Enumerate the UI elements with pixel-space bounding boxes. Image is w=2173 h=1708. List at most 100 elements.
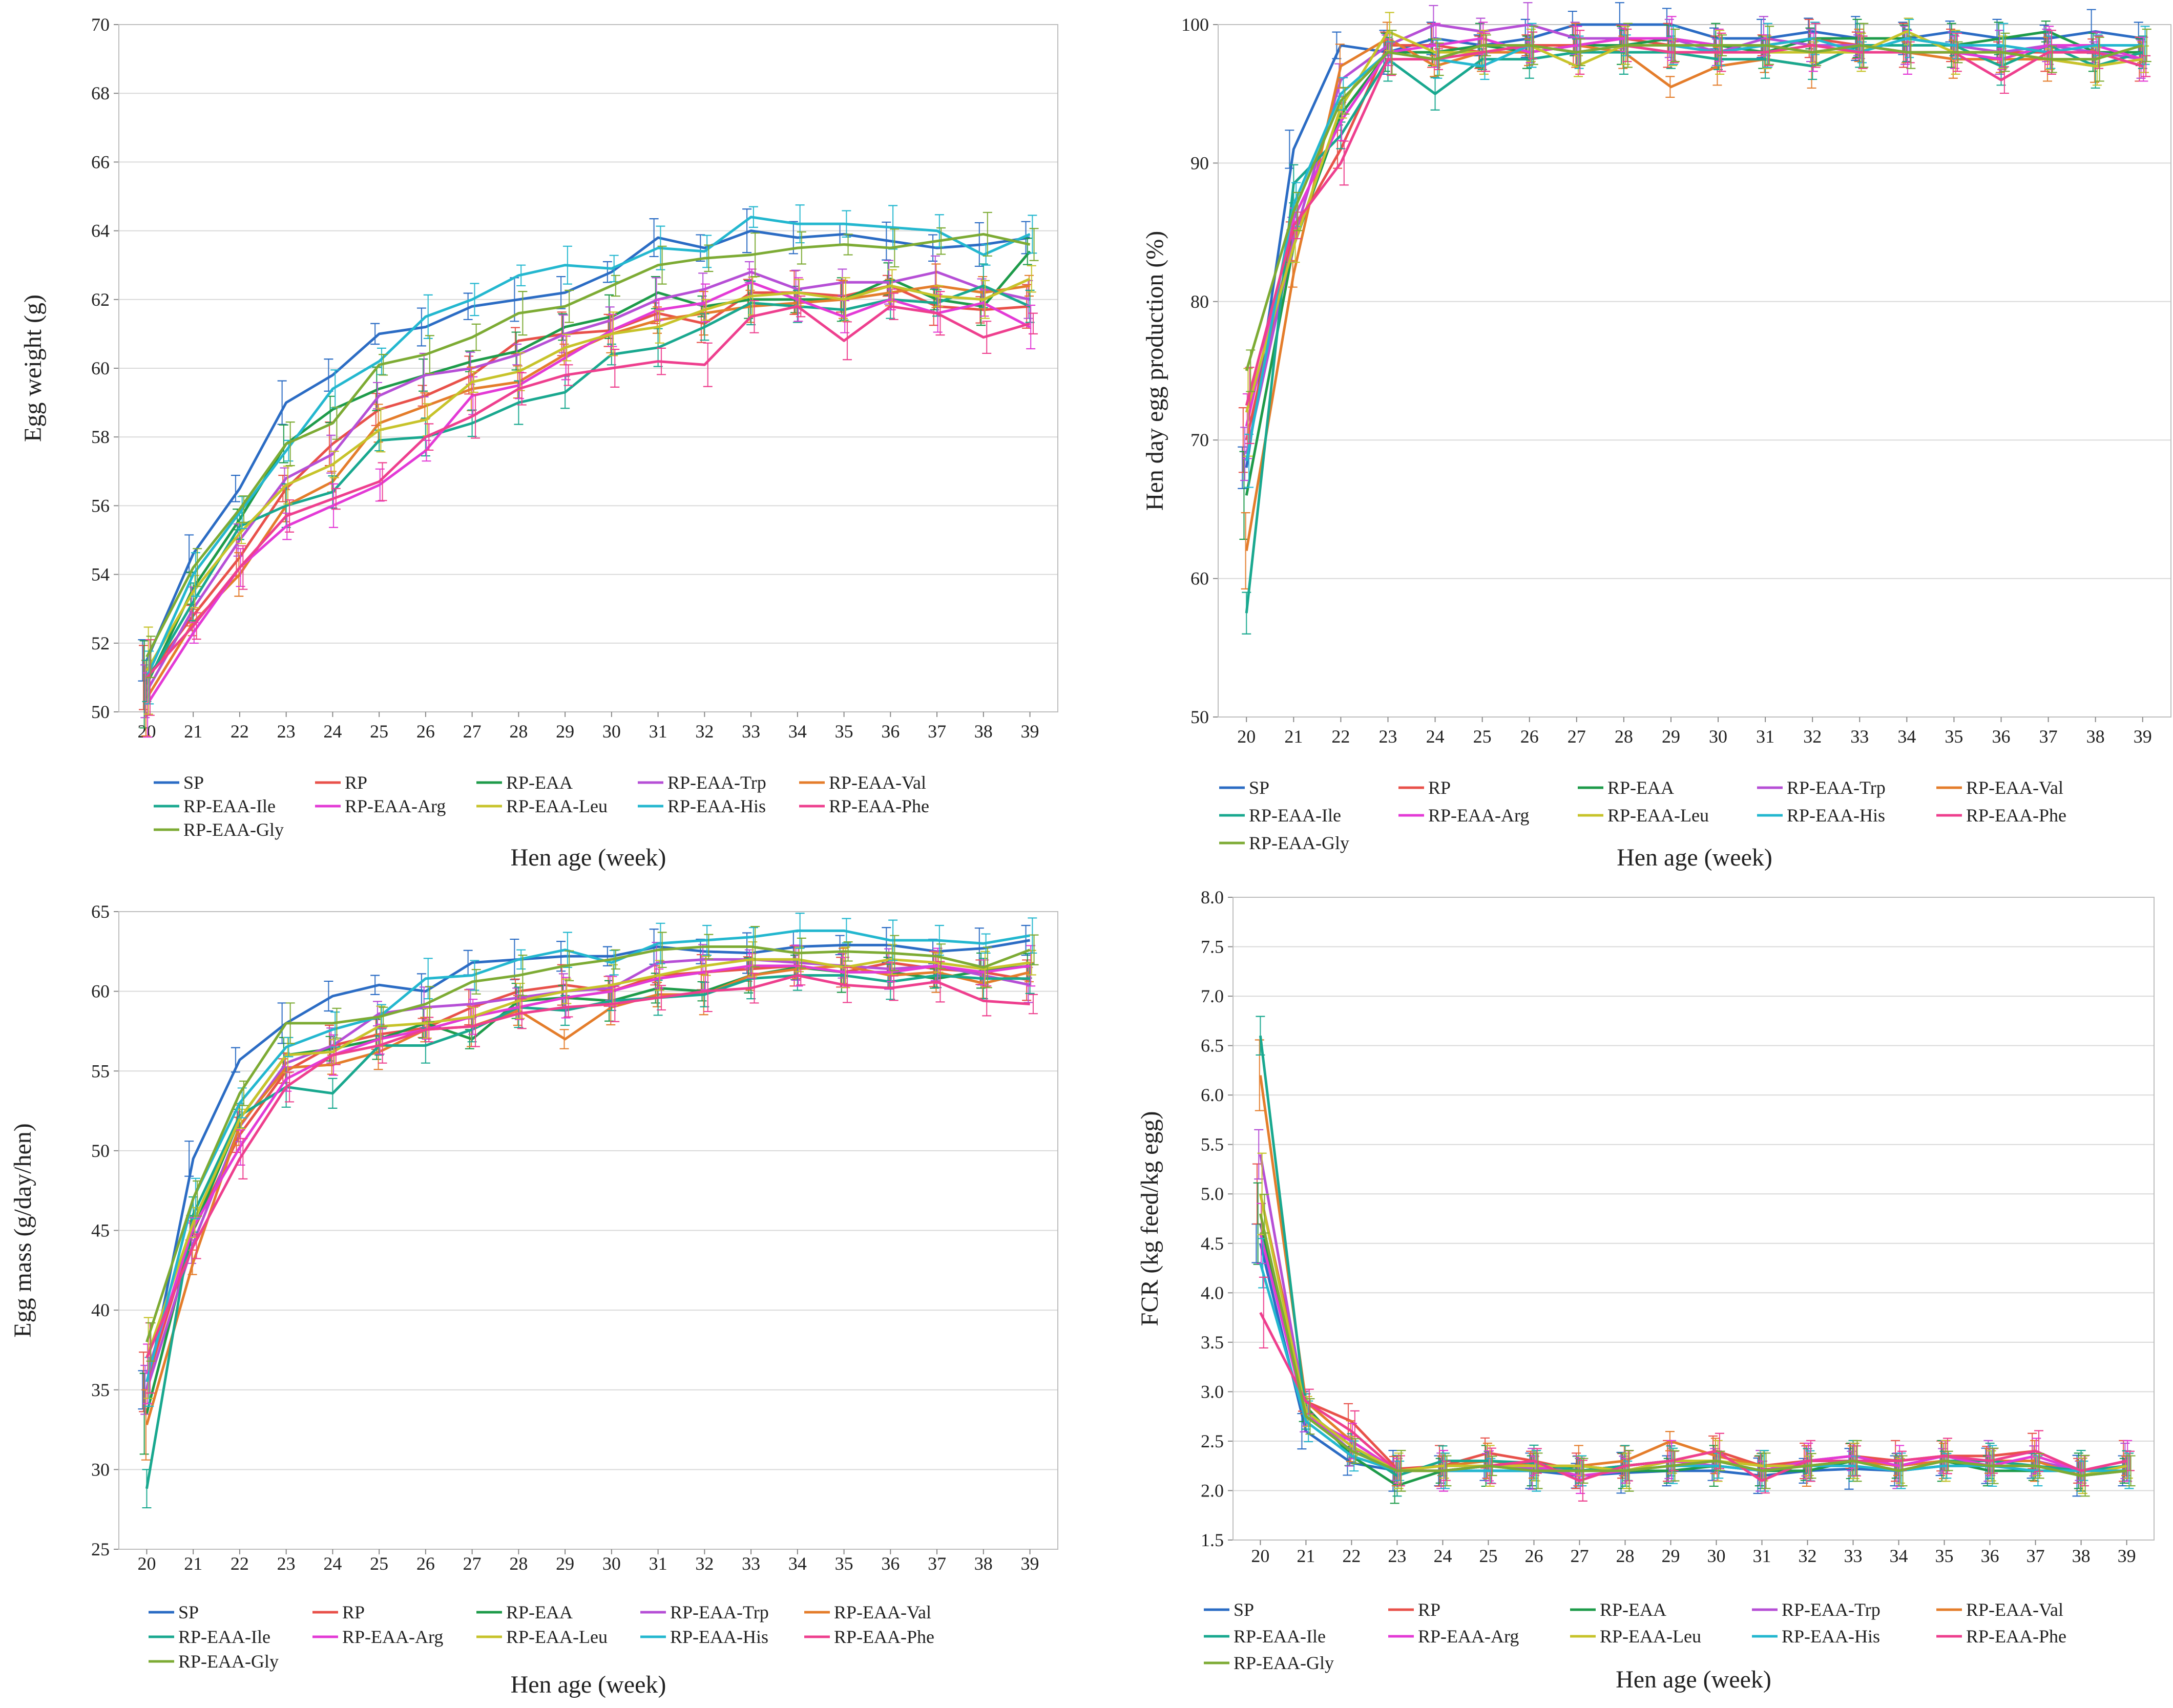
legend-label: RP-EAA-Phe xyxy=(1966,1626,2066,1647)
series-rp-eaa-phe xyxy=(1245,23,2151,445)
series-line xyxy=(1245,44,2143,406)
x-tick-label: 32 xyxy=(1803,726,1822,747)
x-tick-label: 23 xyxy=(1388,1546,1406,1566)
series-rp-eaa-his xyxy=(1244,18,2150,488)
series-line xyxy=(145,281,1031,706)
series-line xyxy=(1259,1154,2127,1472)
series-rp-eaa-his xyxy=(1258,1238,2134,1492)
y-tick-label: 30 xyxy=(91,1459,110,1480)
legend: SP RP RP-EAA RP-EAA-Trp RP-EAA-Val RP-EAA-Ile… xyxy=(1219,777,2066,853)
y-tick-label: 7.0 xyxy=(1201,986,1224,1006)
legend-label: RP-EAA xyxy=(506,772,573,793)
legend-item: RP-EAA-Trp xyxy=(1752,1599,1881,1620)
x-tick-label: 33 xyxy=(742,1553,760,1574)
x-tick-label: 21 xyxy=(1284,726,1303,747)
series-line xyxy=(145,974,1030,1489)
legend-label: RP-EAA-Gly xyxy=(183,819,284,840)
legend-item: RP-EAA-Val xyxy=(1936,1599,2063,1620)
x-tick-label: 39 xyxy=(1021,1553,1039,1574)
x-tick-label: 20 xyxy=(137,721,156,742)
legend-item: RP-EAA-Gly xyxy=(149,1651,279,1672)
y-tick-label: 68 xyxy=(91,83,110,103)
x-tick-label: 37 xyxy=(928,1553,946,1574)
x-tick-label: 38 xyxy=(974,721,993,742)
y-tick-label: 55 xyxy=(91,1061,110,1081)
x-tick-label: 35 xyxy=(835,721,853,742)
legend-item: RP-EAA-Val xyxy=(804,1602,931,1622)
legend-label: RP-EAA-Ile xyxy=(183,796,276,816)
x-tick-label: 22 xyxy=(231,1553,249,1574)
legend-item: RP-EAA-Gly xyxy=(154,819,284,840)
series-rp xyxy=(139,945,1032,1412)
y-tick-label: 5.5 xyxy=(1201,1134,1224,1155)
x-tick-label: 31 xyxy=(649,1553,667,1574)
legend-label: RP-EAA-Gly xyxy=(1234,1653,1334,1673)
legend-label: RP-EAA-Leu xyxy=(506,796,608,816)
legend-item: RP-EAA xyxy=(1570,1599,1666,1620)
y-tick-label: 65 xyxy=(91,901,110,922)
series-line xyxy=(145,974,1030,1359)
series-rp-eaa-gly xyxy=(145,925,1039,1362)
legend-item: RP-EAA-Phe xyxy=(799,796,929,816)
legend-item: RP-EAA-Gly xyxy=(1219,833,1349,853)
y-tick-label: 58 xyxy=(91,427,110,447)
y-tick-label: 54 xyxy=(91,564,110,585)
series-rp xyxy=(139,270,1032,710)
y-tick-label: 2.5 xyxy=(1201,1431,1224,1451)
legend-item: RP-EAA xyxy=(476,1602,573,1622)
series-rp-eaa-trp xyxy=(140,942,1033,1415)
series-line xyxy=(145,958,1031,1390)
legend-label: RP-EAA-His xyxy=(1782,1626,1880,1647)
series-line xyxy=(1245,23,2143,454)
legend-label: RP-EAA-Arg xyxy=(342,1627,443,1647)
x-tick-label: 23 xyxy=(277,1553,296,1574)
x-tick-label: 21 xyxy=(184,1553,202,1574)
x-tick-label: 32 xyxy=(1799,1546,1817,1566)
legend-label: RP-EAA-Phe xyxy=(1966,805,2066,826)
series-line xyxy=(1259,1262,2127,1472)
y-tick-label: 56 xyxy=(91,495,110,516)
x-tick-label: 33 xyxy=(1850,726,1869,747)
x-tick-label: 23 xyxy=(1378,726,1397,747)
legend-item: RP-EAA-Val xyxy=(799,772,926,793)
legend-label: RP-EAA-Ile xyxy=(1234,1626,1326,1647)
legend: SP RP RP-EAA RP-EAA-Trp RP-EAA-Val RP-EAA-Ile… xyxy=(1204,1599,2066,1673)
y-tick-label: 1.5 xyxy=(1201,1530,1224,1550)
y-tick-label: 60 xyxy=(91,358,110,378)
x-tick-label: 26 xyxy=(1524,1546,1543,1566)
legend-item: RP-EAA-Trp xyxy=(640,1602,769,1622)
series-rp-eaa-ile xyxy=(142,263,1035,702)
legend-item: RP-EAA-Ile xyxy=(1204,1626,1326,1647)
legend-label: RP xyxy=(345,772,367,793)
x-tick-label: 20 xyxy=(1237,726,1256,747)
x-tick-label: 36 xyxy=(881,1553,900,1574)
x-tick-label: 30 xyxy=(602,1553,621,1574)
x-tick-label: 24 xyxy=(1433,1546,1452,1566)
legend-label: RP xyxy=(342,1602,365,1622)
legend-label: RP-EAA-Phe xyxy=(834,1627,934,1647)
x-tick-label: 35 xyxy=(1935,1546,1954,1566)
series-line xyxy=(145,250,1031,685)
x-tick-label: 31 xyxy=(1753,1546,1771,1566)
series-line xyxy=(1245,37,2143,427)
series-line xyxy=(1259,1075,2127,1477)
legend-item: RP-EAA-Ile xyxy=(1219,805,1341,826)
x-tick-label: 35 xyxy=(835,1553,853,1574)
y-tick-label: 80 xyxy=(1190,291,1209,312)
legend-item: RP-EAA-His xyxy=(640,1627,768,1647)
legend-item: RP-EAA-Arg xyxy=(312,1627,443,1647)
x-tick-label: 28 xyxy=(1616,1546,1634,1566)
y-tick-label: 66 xyxy=(91,152,110,172)
y-tick-label: 70 xyxy=(91,14,110,35)
x-tick-label: 39 xyxy=(1021,721,1039,742)
series-line xyxy=(1245,37,2143,461)
series-line xyxy=(1245,23,2143,468)
series-rp-eaa xyxy=(139,951,1032,1455)
series-rp-eaa-gly xyxy=(1245,23,2151,392)
x-tick-label: 31 xyxy=(649,721,667,742)
x-tick-label: 29 xyxy=(556,721,574,742)
legend-label: RP-EAA-Trp xyxy=(1782,1599,1881,1620)
legend-item: RP-EAA-Leu xyxy=(476,796,608,816)
x-tick-label: 37 xyxy=(2026,1546,2045,1566)
legend-label: RP-EAA-His xyxy=(670,1627,768,1647)
